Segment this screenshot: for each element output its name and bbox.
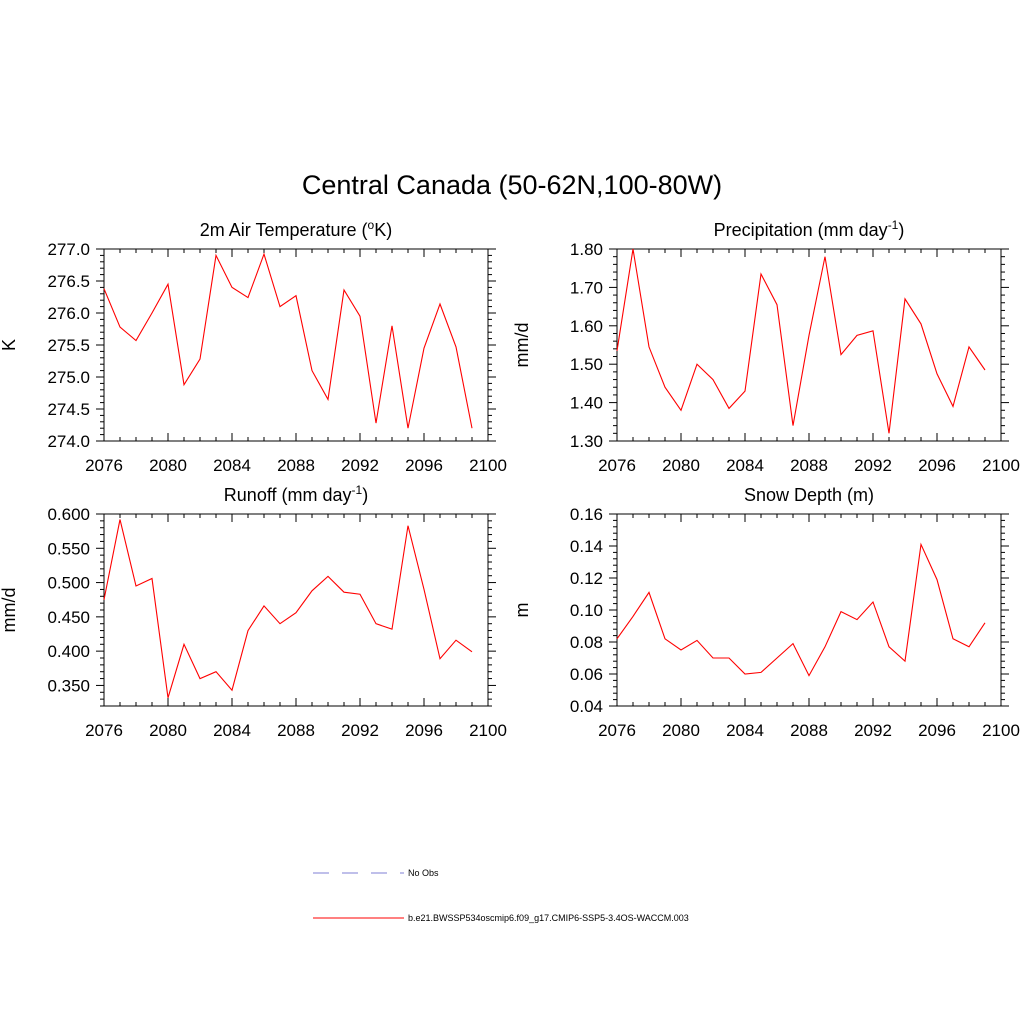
y-tick-label: 277.0 [47, 240, 90, 259]
y-tick-label: 1.80 [570, 240, 603, 259]
y-tick-label: 0.06 [570, 665, 603, 684]
y-tick-label: 1.50 [570, 355, 603, 374]
figure-title: Central Canada (50-62N,100-80W) [301, 170, 723, 200]
panel-title-superscript: -1 [888, 218, 899, 232]
y-tick-label: 276.5 [47, 272, 90, 291]
x-tick-label: 2076 [598, 721, 636, 740]
plot-frame [616, 513, 1002, 707]
x-tick-label: 2088 [790, 721, 828, 740]
y-tick-label: 0.600 [47, 505, 90, 524]
x-tick-label: 2084 [726, 456, 764, 475]
plot-frame [616, 248, 1002, 442]
y-tick-label: 1.60 [570, 317, 603, 336]
series-line [616, 542, 986, 677]
panel-runoff: 2076 2080 2084 2088 2092 2096 2100 0.350 0.400 0.… [0, 483, 507, 740]
y-tick-label: 0.14 [570, 537, 603, 556]
x-tick-label: 2080 [662, 456, 700, 475]
panel-title: Precipitation (mm day-1) [714, 218, 905, 240]
panel-title: Snow Depth (m) [744, 485, 874, 505]
y-axis-label: mm/d [0, 588, 19, 633]
y-tick-label: 274.5 [47, 400, 90, 419]
x-tick-label: 2088 [790, 456, 828, 475]
x-tick-label: 2100 [469, 456, 507, 475]
x-tick-label: 2100 [982, 456, 1020, 475]
x-tick-label: 2088 [277, 721, 315, 740]
y-tick-label: 0.16 [570, 505, 603, 524]
x-tick-label: 2076 [598, 456, 636, 475]
panel-title-superscript: -1 [352, 483, 363, 497]
y-tick-label: 0.500 [47, 574, 90, 593]
x-tick-label: 2096 [405, 721, 443, 740]
y-tick-label: 0.12 [570, 569, 603, 588]
panel-air-temperature: 2076 2080 2084 2088 2092 2096 2100 274.0 274.5 27… [0, 218, 507, 475]
panel-title-text: 2m Air Temperature ( [200, 220, 368, 240]
y-tick-label: 1.40 [570, 394, 603, 413]
y-tick-label: 0.10 [570, 601, 603, 620]
panel-title: 2m Air Temperature (oK) [200, 218, 392, 240]
series-line [616, 248, 986, 434]
y-tick-label: 0.550 [47, 539, 90, 558]
series-line [103, 252, 473, 429]
y-tick-label: 0.08 [570, 633, 603, 652]
y-tick-label: 276.0 [47, 304, 90, 323]
panel-title-text: Snow Depth (m) [744, 485, 874, 505]
panel-snow-depth: 2076 2080 2084 2088 2092 2096 2100 0.04 0.06 0.08… [512, 485, 1020, 740]
y-tick-label: 0.350 [47, 676, 90, 695]
y-tick-label: 275.5 [47, 336, 90, 355]
plot-frame [103, 513, 489, 707]
plot-frame [103, 248, 489, 442]
panel-title: Runoff (mm day-1) [224, 483, 368, 505]
y-tick-label: 0.04 [570, 697, 603, 716]
panel-title-tail: ) [362, 485, 368, 505]
panel-title-tail: ) [898, 220, 904, 240]
x-tick-label: 2080 [149, 721, 187, 740]
panel-title-superscript: o [368, 218, 375, 232]
x-tick-label: 2100 [982, 721, 1020, 740]
x-tick-label: 2080 [662, 721, 700, 740]
x-tick-label: 2096 [405, 456, 443, 475]
y-tick-label: 0.400 [47, 642, 90, 661]
y-tick-label: 274.0 [47, 432, 90, 451]
x-tick-label: 2092 [341, 721, 379, 740]
y-tick-label: 0.450 [47, 608, 90, 627]
y-axis-label: K [0, 339, 19, 351]
x-tick-label: 2088 [277, 456, 315, 475]
x-tick-label: 2084 [213, 721, 251, 740]
y-tick-label: 1.70 [570, 278, 603, 297]
series-line [103, 519, 473, 698]
y-tick-label: 1.30 [570, 432, 603, 451]
x-tick-label: 2076 [85, 721, 123, 740]
x-tick-label: 2096 [918, 456, 956, 475]
y-axis-label: mm/d [512, 323, 532, 368]
x-tick-label: 2100 [469, 721, 507, 740]
x-tick-label: 2076 [85, 456, 123, 475]
x-tick-label: 2084 [726, 721, 764, 740]
x-tick-label: 2084 [213, 456, 251, 475]
x-tick-label: 2080 [149, 456, 187, 475]
y-axis-label: m [512, 603, 532, 618]
panel-title-tail: K) [374, 220, 392, 240]
x-tick-label: 2092 [341, 456, 379, 475]
x-tick-label: 2092 [854, 721, 892, 740]
x-tick-label: 2092 [854, 456, 892, 475]
x-tick-label: 2096 [918, 721, 956, 740]
panel-precipitation: 2076 2080 2084 2088 2092 2096 2100 1.30 1.40 1.50… [512, 218, 1020, 475]
panel-title-text: Runoff (mm day [224, 485, 352, 505]
panel-title-text: Precipitation (mm day [714, 220, 888, 240]
y-tick-label: 275.0 [47, 368, 90, 387]
